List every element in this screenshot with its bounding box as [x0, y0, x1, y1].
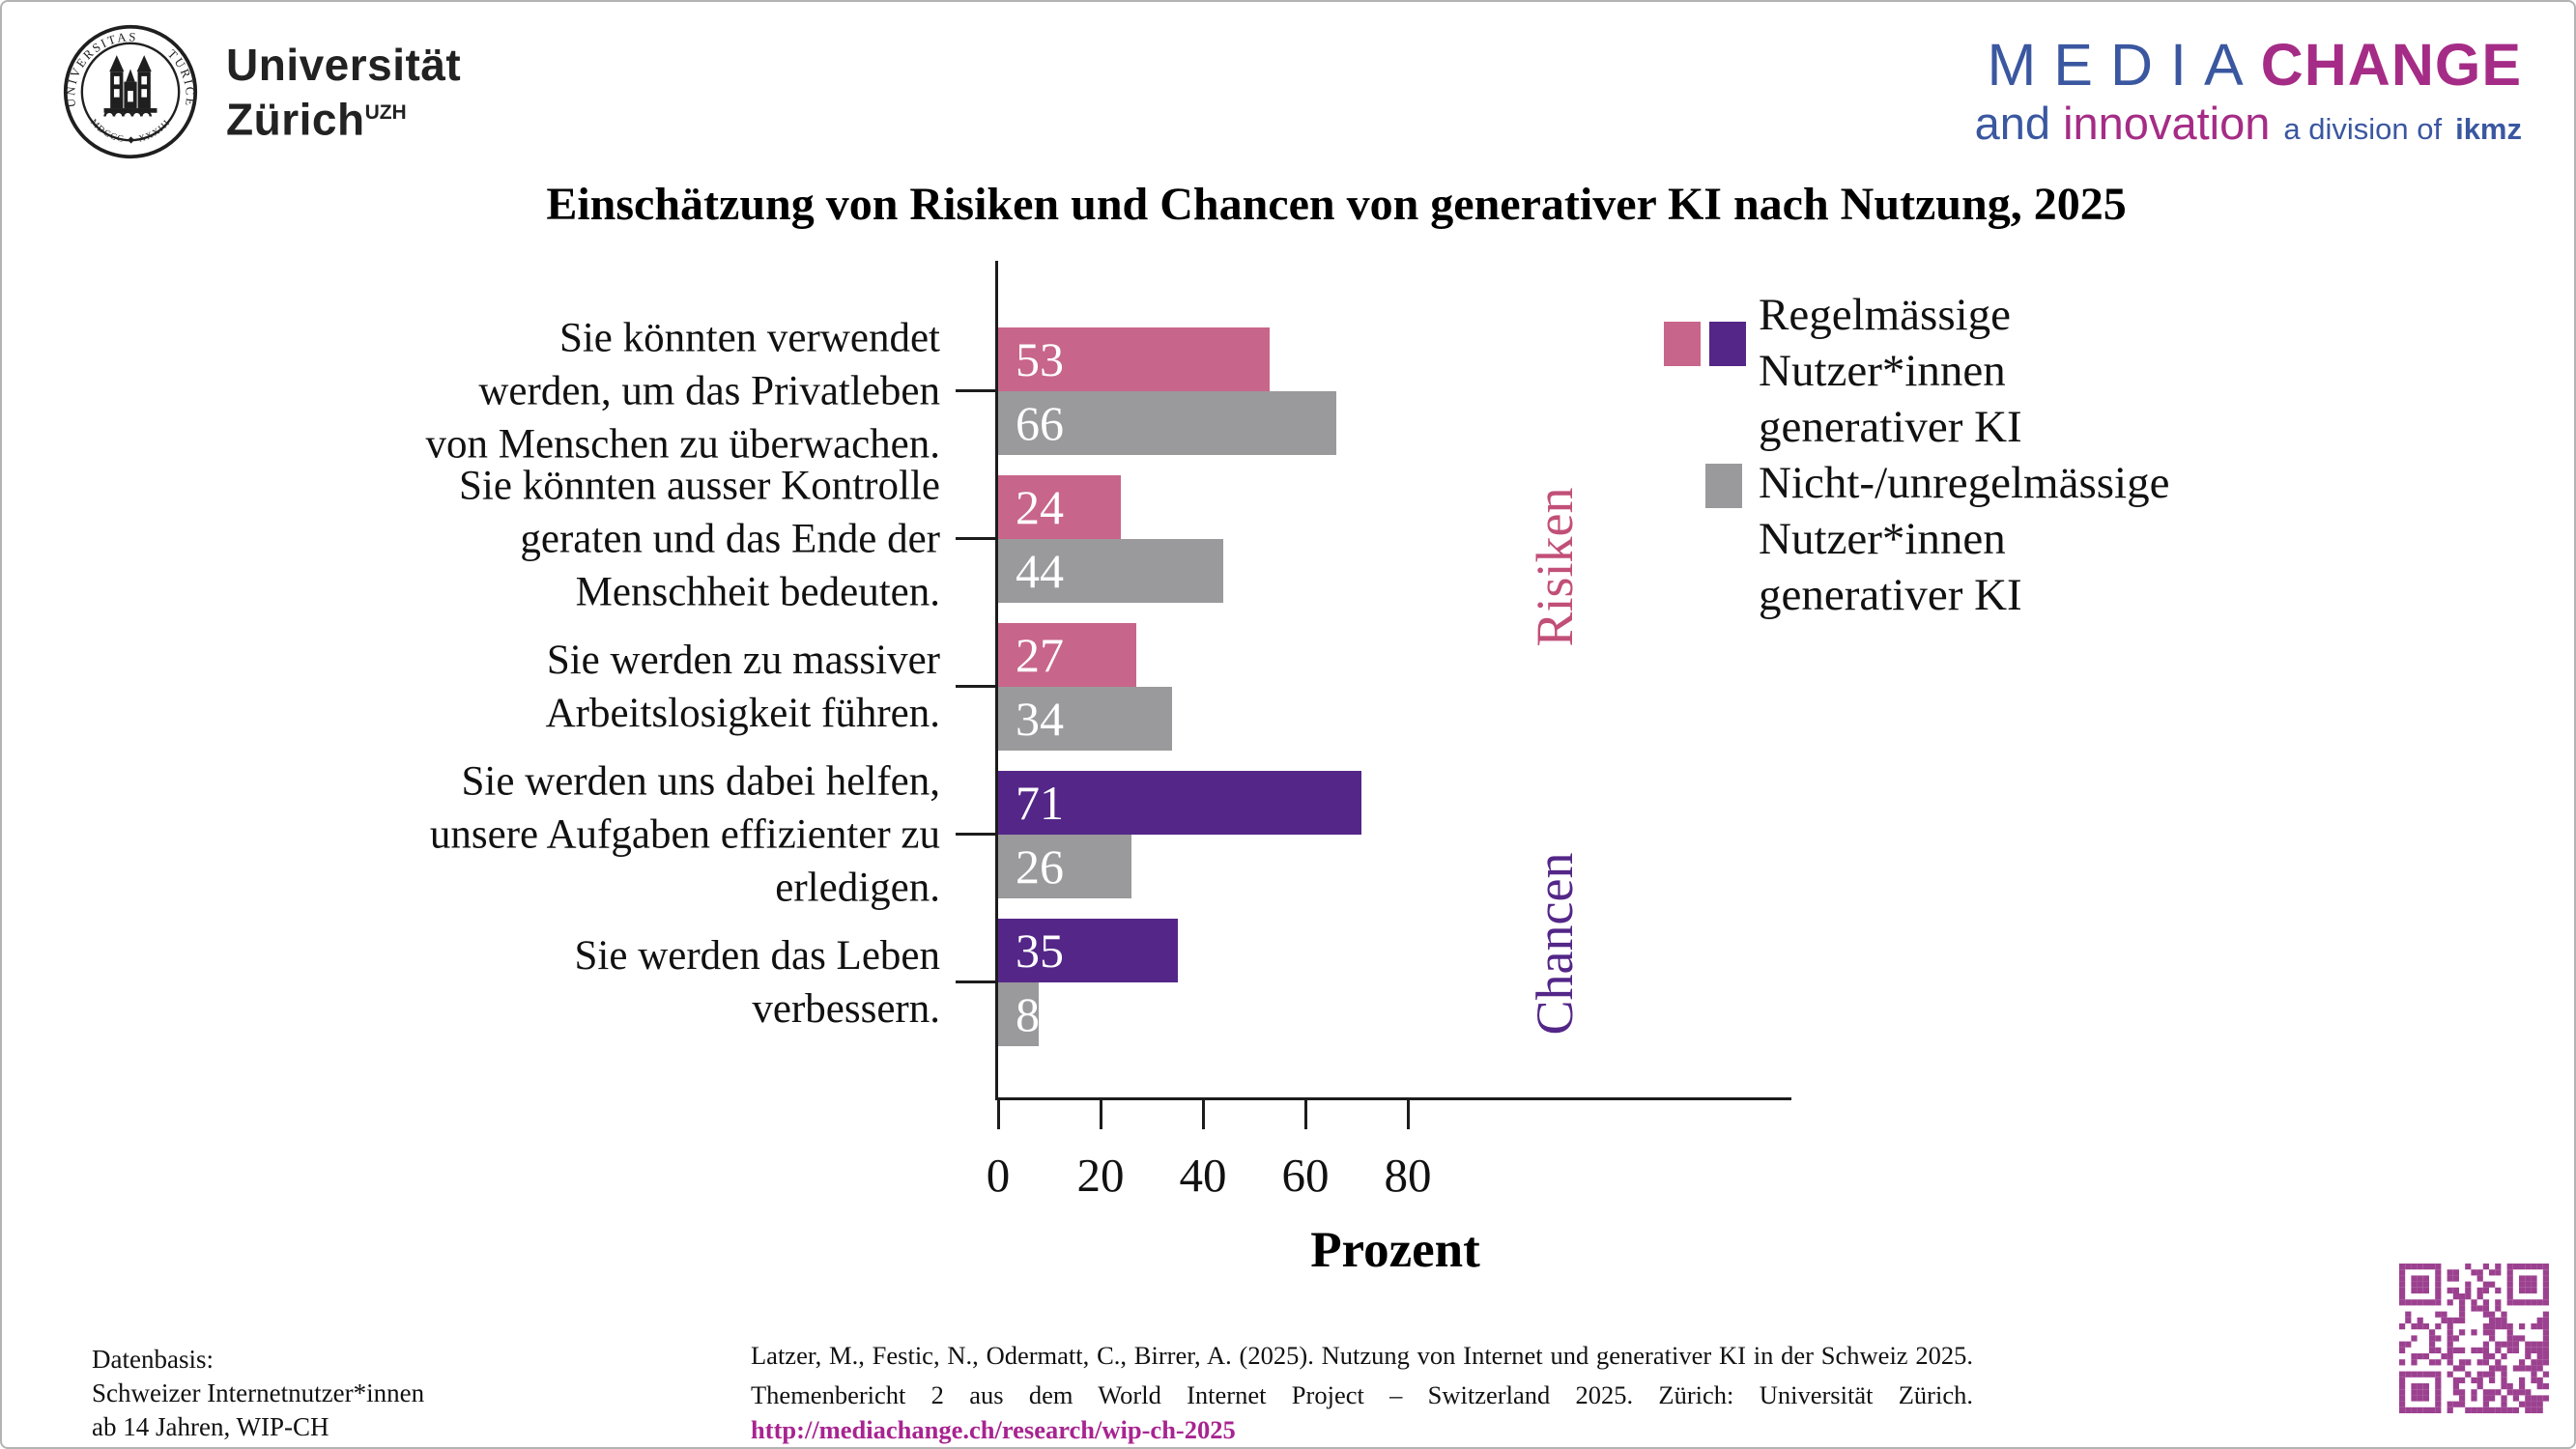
- category-label-1: Sie könnten ausser Kontrolle geraten und…: [459, 463, 940, 615]
- bar-value-label: 35: [1016, 923, 1064, 978]
- uzh-wordmark-line1: Universität: [226, 39, 462, 90]
- mediachange-word-and: and: [1974, 98, 2051, 149]
- uzh-wordmark-line2: Zürich: [226, 94, 365, 145]
- bar-value-label: 24: [1016, 480, 1064, 534]
- x-tick-label-60: 60: [1281, 1149, 1330, 1202]
- x-tick-label-20: 20: [1076, 1149, 1125, 1202]
- x-tick-80: [1406, 1100, 1410, 1129]
- bar-series0-group2: 27: [998, 623, 1137, 687]
- bar-series0-group1: 24: [998, 475, 1122, 539]
- legend-swatch-item0-1: [1709, 322, 1746, 366]
- bar-series1-group1: 44: [998, 539, 1224, 603]
- y-tick-group3: [956, 833, 998, 836]
- bar-value-label: 26: [1016, 839, 1064, 894]
- bar-series1-group2: 34: [998, 687, 1173, 751]
- bar-series1-group4: 8: [998, 982, 1040, 1046]
- bar-series0-group0: 53: [998, 327, 1270, 391]
- datenbasis-note: Datenbasis: Schweizer Internetnutzer*inn…: [92, 1345, 425, 1441]
- uzh-logo: UNIVERSITAS TURICENSIS MDCCC ◆ XXXIII: [62, 23, 461, 160]
- x-tick-label-40: 40: [1179, 1149, 1227, 1202]
- mediachange-logo: MEDIACHANGE and innovation a division of…: [1975, 35, 2522, 150]
- category-label-0: Sie könnten verwendet werden, um das Pri…: [425, 315, 940, 468]
- y-axis-line: [995, 261, 998, 1100]
- x-axis-line: [995, 1097, 1791, 1100]
- uzh-seal-cathedral: [103, 55, 157, 117]
- mediachange-word-change: CHANGE: [2260, 32, 2522, 98]
- mediachange-logo-line1: MEDIACHANGE: [1975, 35, 2522, 95]
- x-tick-40: [1201, 1100, 1205, 1129]
- bar-value-label: 8: [1016, 987, 1040, 1041]
- mediachange-logo-line2: and innovation a division of ikmz: [1975, 97, 2522, 150]
- y-tick-group1: [956, 537, 998, 540]
- bar-value-label: 53: [1016, 332, 1064, 386]
- y-tick-group0: [956, 389, 998, 392]
- bar-series0-group3: 71: [998, 771, 1362, 835]
- category-label-2: Sie werden zu massiver Arbeitslosigkeit …: [545, 638, 940, 736]
- bar-series1-group0: 66: [998, 391, 1336, 455]
- citation-link[interactable]: http://mediachange.ch/research/wip-ch-20…: [751, 1415, 1236, 1444]
- mediachange-word-media: MEDIA: [1987, 32, 2261, 98]
- citation-text: Latzer, M., Festic, N., Odermatt, C., Bi…: [751, 1341, 1973, 1409]
- mediachange-word-ikmz: ikmz: [2455, 112, 2522, 146]
- bar-series0-group4: 35: [998, 919, 1178, 982]
- y-tick-group4: [956, 980, 998, 983]
- uzh-seal-windows: [113, 75, 148, 102]
- bar-value-label: 66: [1016, 396, 1064, 450]
- bar-value-label: 71: [1016, 776, 1064, 830]
- uzh-wordmark-superscript: UZH: [364, 100, 407, 124]
- uzh-seal-icon: UNIVERSITAS TURICENSIS MDCCC ◆ XXXIII: [62, 23, 198, 159]
- legend-swatch-item1-0: [1705, 464, 1742, 508]
- legend-item-label-0: Regelmässige Nutzer*innen generativer KI: [1759, 290, 2022, 452]
- x-axis-title: Prozent: [1310, 1222, 1480, 1278]
- bar-series1-group3: 26: [998, 835, 1131, 898]
- uzh-wordmark: Universität ZürichUZH: [226, 41, 461, 143]
- chart-title: Einschätzung von Risiken und Chancen von…: [546, 179, 2127, 230]
- y-tick-group2: [956, 685, 998, 688]
- mediachange-word-division: a division of: [2283, 112, 2443, 146]
- bar-value-label: 27: [1016, 628, 1064, 682]
- legend-item-label-1: Nicht-/unregelmässige Nutzer*innen gener…: [1759, 458, 2170, 620]
- x-tick-0: [996, 1100, 1000, 1129]
- mediachange-word-and-innovation: and innovation: [1975, 97, 2271, 150]
- x-tick-label-0: 0: [986, 1149, 1011, 1202]
- x-tick-label-80: 80: [1384, 1149, 1432, 1202]
- legend-swatch-item0-0: [1664, 322, 1701, 366]
- category-label-3: Sie werden uns dabei helfen, unsere Aufg…: [429, 758, 940, 911]
- category-label-4: Sie werden das Leben verbessern.: [574, 933, 941, 1032]
- x-tick-20: [1099, 1100, 1102, 1129]
- bar-value-label: 44: [1016, 544, 1064, 598]
- bar-value-label: 34: [1016, 692, 1064, 746]
- qr-code-icon: [2399, 1264, 2549, 1413]
- mediachange-word-innovation: innovation: [2063, 98, 2271, 149]
- x-tick-60: [1303, 1100, 1307, 1129]
